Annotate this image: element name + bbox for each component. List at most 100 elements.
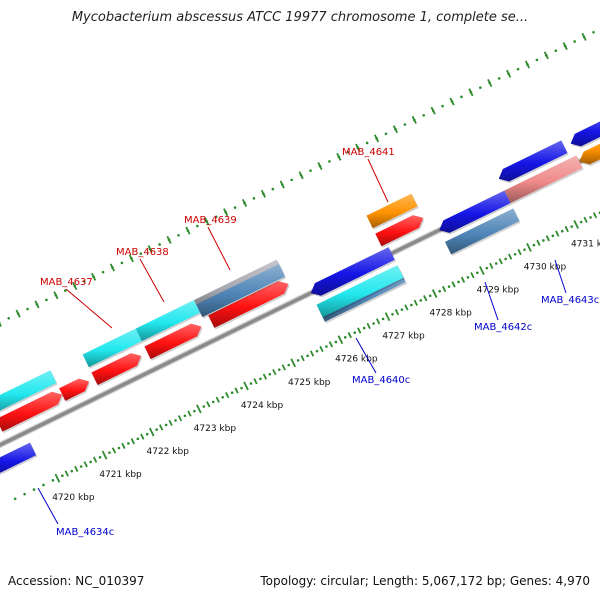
scale-tick bbox=[290, 358, 296, 368]
track-dot bbox=[145, 432, 149, 436]
track-tick bbox=[581, 32, 587, 41]
track-dot bbox=[579, 220, 583, 224]
scale-tick bbox=[536, 239, 541, 246]
track-dot bbox=[419, 299, 423, 302]
scale-tick bbox=[451, 281, 456, 288]
track-dot bbox=[513, 252, 517, 256]
track-tick bbox=[91, 272, 97, 281]
track-dot bbox=[428, 294, 432, 298]
track-dot bbox=[422, 113, 426, 117]
track-dot bbox=[344, 336, 347, 339]
track-dot bbox=[384, 132, 388, 136]
track-dot bbox=[240, 386, 243, 390]
scale-tick bbox=[93, 456, 98, 463]
lower-dotted-track bbox=[13, 211, 600, 501]
tick-label: 4721 kbp bbox=[99, 470, 142, 480]
track-dot bbox=[504, 257, 507, 261]
track-dot bbox=[573, 40, 576, 43]
gene-bar bbox=[0, 391, 63, 432]
track-tick bbox=[185, 226, 191, 235]
tick-label: 4727 kbp bbox=[382, 332, 425, 342]
track-dot bbox=[174, 419, 177, 422]
gene-labels: MAB_4637 MAB_4638 MAB_4639 MAB_4641 MAB_4640… bbox=[40, 147, 599, 538]
track-tick bbox=[241, 198, 248, 207]
gene-label-mab_4637: MAB_4637 bbox=[40, 277, 93, 288]
scale-tick bbox=[573, 219, 579, 229]
track-dot bbox=[457, 280, 460, 284]
track-dot bbox=[460, 95, 463, 99]
track-dot bbox=[287, 363, 291, 367]
track-dot bbox=[32, 488, 36, 491]
track-tick bbox=[204, 217, 210, 226]
gene-label-mab_4642c: MAB_4642c bbox=[474, 322, 532, 333]
gene-bar bbox=[375, 215, 424, 247]
accession-text: Accession: NC_010397 bbox=[8, 574, 145, 588]
tick-label: 4722 kbp bbox=[147, 447, 190, 457]
scale-tick bbox=[508, 253, 513, 260]
leader-line bbox=[554, 259, 567, 294]
gene-features bbox=[0, 121, 600, 476]
leader-line bbox=[139, 258, 165, 303]
track-dot bbox=[42, 483, 45, 487]
track-tick bbox=[53, 291, 59, 300]
track-tick bbox=[468, 88, 474, 97]
scale-tick bbox=[384, 312, 391, 322]
track-dot bbox=[183, 414, 187, 418]
tick-label: 4728 kbp bbox=[429, 309, 472, 319]
track-tick bbox=[524, 60, 531, 69]
track-tick bbox=[449, 97, 455, 106]
track-dot bbox=[61, 474, 64, 478]
scale-tick bbox=[111, 447, 117, 454]
track-dot bbox=[476, 271, 479, 275]
track-tick bbox=[15, 309, 21, 318]
tick-label: 4724 kbp bbox=[241, 401, 284, 411]
track-dot bbox=[438, 289, 441, 293]
gene-bar bbox=[135, 300, 201, 342]
track-dot bbox=[98, 455, 102, 459]
gene-bar bbox=[579, 143, 600, 165]
scale-tick bbox=[489, 262, 494, 270]
scale-tick bbox=[431, 289, 438, 299]
track-tick bbox=[0, 322, 2, 327]
track-dot bbox=[196, 224, 199, 228]
track-dot bbox=[290, 178, 293, 182]
gene-bar bbox=[59, 378, 90, 401]
track-dot bbox=[315, 349, 319, 353]
track-tick bbox=[34, 300, 40, 309]
track-dot bbox=[325, 345, 328, 348]
track-dot bbox=[372, 322, 375, 325]
track-dot bbox=[177, 233, 180, 237]
gene-bar bbox=[144, 323, 202, 360]
track-dot bbox=[211, 400, 215, 404]
scale-tick bbox=[460, 276, 466, 283]
track-dot bbox=[158, 243, 161, 246]
scale-tick-labels: 4720 kbp 4721 kbp 4722 kbp 4723 kbp 4724 kbp… bbox=[52, 239, 600, 503]
track-tick bbox=[72, 282, 78, 290]
track-dot bbox=[7, 316, 11, 320]
track-dot bbox=[101, 270, 105, 274]
leader-line bbox=[207, 226, 231, 271]
scale-tick bbox=[196, 404, 202, 414]
track-dot bbox=[516, 67, 520, 71]
scale-tick bbox=[555, 230, 560, 237]
genome-stats-text: Topology: circular; Length: 5,067,172 bp… bbox=[260, 574, 590, 588]
leader-line bbox=[65, 288, 113, 329]
track-dot bbox=[346, 150, 350, 154]
label-leader-lines bbox=[37, 158, 567, 525]
scale-tick bbox=[225, 392, 230, 399]
scale-tick bbox=[479, 266, 485, 275]
scale-tick bbox=[177, 415, 183, 422]
track-dot bbox=[108, 451, 111, 454]
leader-line bbox=[367, 158, 389, 203]
track-dot bbox=[523, 248, 526, 251]
track-dot bbox=[136, 437, 140, 441]
scale-tick bbox=[130, 438, 135, 445]
track-tick bbox=[260, 189, 266, 198]
track-tick bbox=[374, 134, 380, 143]
track-dot bbox=[381, 317, 385, 321]
gene-bar bbox=[498, 140, 568, 182]
scale-tick bbox=[337, 335, 344, 345]
track-dot bbox=[23, 492, 26, 496]
leader-line bbox=[37, 487, 59, 525]
